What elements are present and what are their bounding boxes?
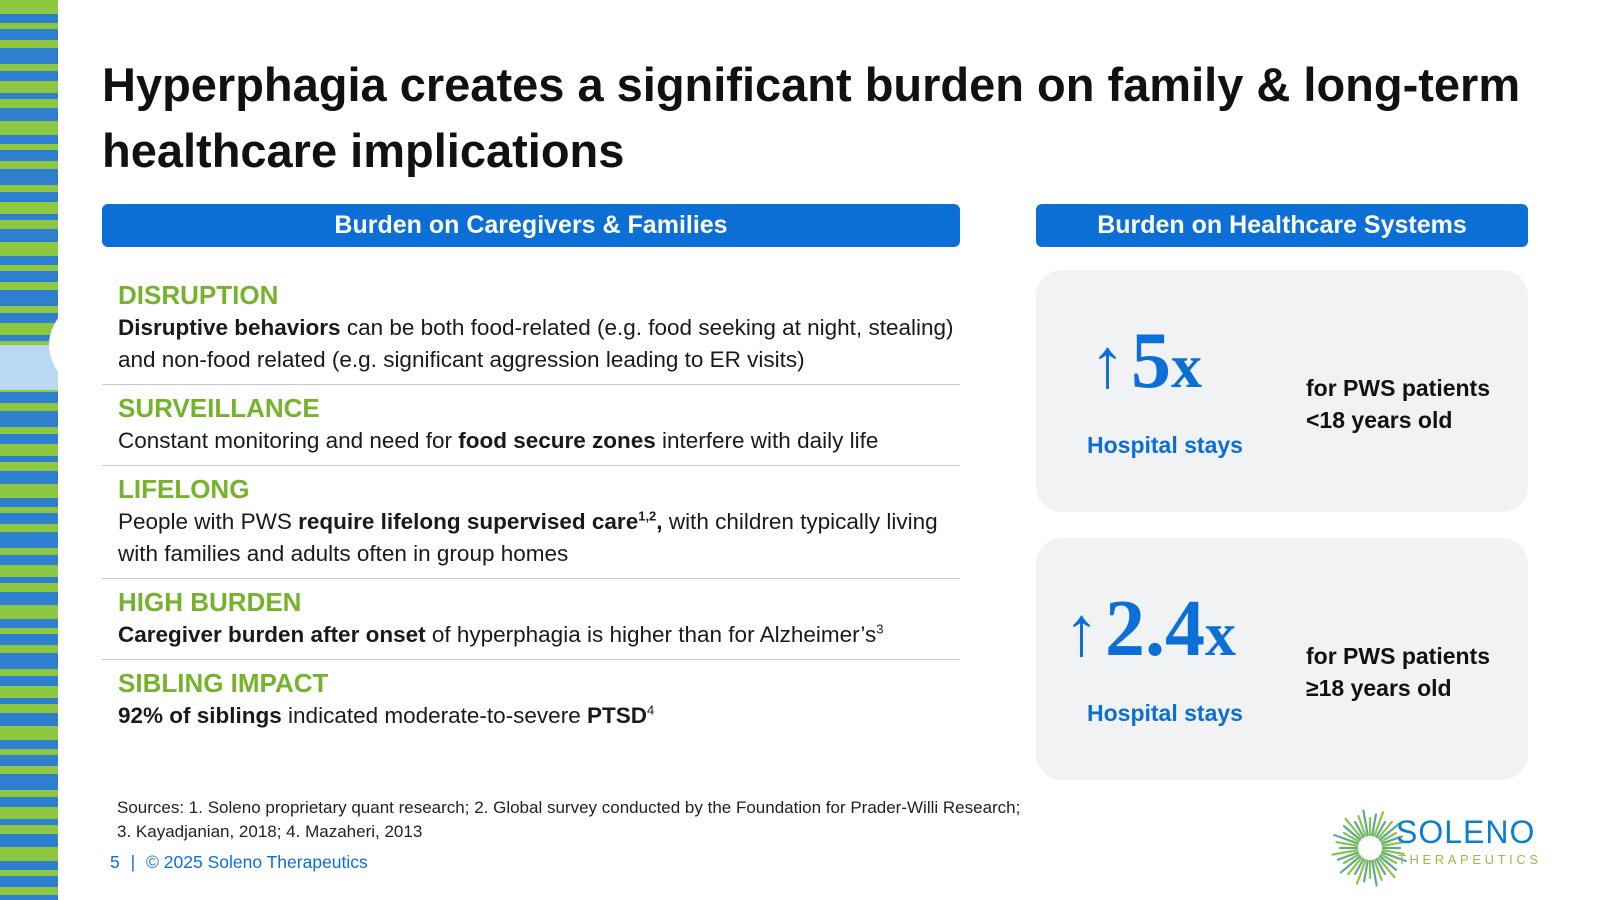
burden-list: DISRUPTION Disruptive behaviors can be b… xyxy=(102,272,960,740)
soleno-logo: SOLENO THERAPEUTICS xyxy=(1330,808,1538,892)
item-heading: HIGH BURDEN xyxy=(118,587,302,617)
copyright: © 2025 Soleno Therapeutics xyxy=(146,852,368,872)
stat-desc-line: for PWS patients xyxy=(1306,643,1491,669)
stat-label: Hospital stays xyxy=(1087,700,1243,726)
item-text: Constant monitoring and need for food se… xyxy=(118,425,960,457)
slide-title: Hyperphagia creates a significant burden… xyxy=(102,58,1521,177)
stat-suffix: x xyxy=(1205,601,1236,669)
sources-note: Sources: 1. Soleno proprietary quant res… xyxy=(117,796,1167,844)
text-run: 1,2 xyxy=(638,508,657,524)
item-heading: SIBLING IMPACT xyxy=(118,668,329,698)
stat-desc-line: ≥18 years old xyxy=(1306,675,1452,701)
stat-value: ↑5x xyxy=(1090,316,1202,412)
slide-footer: 5 | © 2025 Soleno Therapeutics xyxy=(110,852,368,873)
text-run: food secure zones xyxy=(458,428,656,453)
text-run: Constant monitoring and need for xyxy=(118,428,459,453)
text-run: 3 xyxy=(876,621,884,637)
text-run: Disruptive behaviors xyxy=(118,315,341,340)
logo-name: SOLENO xyxy=(1396,814,1536,850)
list-item: LIFELONG People with PWS require lifelon… xyxy=(102,466,960,579)
healthcare-header: Burden on Healthcare Systems xyxy=(1036,204,1528,247)
text-run: 92% of siblings xyxy=(118,703,282,728)
stat-number: 2.4 xyxy=(1105,585,1205,673)
sources-line: Sources: 1. Soleno proprietary quant res… xyxy=(117,798,1021,817)
text-run: require lifelong supervised care xyxy=(298,509,639,534)
item-heading: DISRUPTION xyxy=(118,280,279,310)
page-number: 5 xyxy=(110,852,120,872)
stat-value: ↑2.4x xyxy=(1064,584,1236,680)
item-heading: LIFELONG xyxy=(118,474,250,504)
item-text: People with PWS require lifelong supervi… xyxy=(118,506,960,570)
text-run: 4 xyxy=(646,702,655,718)
stat-desc-line: <18 years old xyxy=(1306,407,1453,433)
text-run: Caregiver burden after onset xyxy=(118,622,426,647)
list-item: HIGH BURDEN Caregiver burden after onset… xyxy=(102,579,960,660)
text-run: PTSD xyxy=(586,703,647,728)
caregivers-header: Burden on Caregivers & Families xyxy=(102,204,960,247)
item-text: 92% of siblings indicated moderate-to-se… xyxy=(118,700,960,732)
text-run: indicated moderate-to-severe xyxy=(281,703,587,728)
item-text: Caregiver burden after onset of hyperpha… xyxy=(118,619,960,651)
list-item: SIBLING IMPACT 92% of siblings indicated… xyxy=(102,660,960,740)
text-run: , xyxy=(656,509,663,534)
stat-number: 5 xyxy=(1131,317,1171,405)
stat-card-18-plus: ↑2.4x Hospital stays for PWS patients ≥1… xyxy=(1036,538,1528,780)
list-item: SURVEILLANCE Constant monitoring and nee… xyxy=(102,385,960,466)
stat-label: Hospital stays xyxy=(1087,432,1243,458)
chromosome-strip-decoration xyxy=(0,0,58,900)
text-run: interfere with daily life xyxy=(655,428,879,453)
text-run: with children typically living with fami… xyxy=(118,509,938,566)
stat-suffix: x xyxy=(1171,333,1202,401)
stat-description: for PWS patients <18 years old xyxy=(1306,372,1516,436)
up-arrow-icon: ↑ xyxy=(1090,326,1125,403)
text-run: of hyperphagia is higher than for Alzhei… xyxy=(425,622,877,647)
stat-description: for PWS patients ≥18 years old xyxy=(1306,640,1516,704)
text-run: can be both food-related (e.g. food seek… xyxy=(118,315,954,372)
item-text: Disruptive behaviors can be both food-re… xyxy=(118,312,960,376)
logo-subtitle: THERAPEUTICS xyxy=(1398,852,1542,867)
footer-separator: | xyxy=(130,852,136,872)
up-arrow-icon: ↑ xyxy=(1064,594,1099,671)
stat-card-under-18: ↑5x Hospital stays for PWS patients <18 … xyxy=(1036,270,1528,512)
sources-line: 3. Kayadjanian, 2018; 4. Mazaheri, 2013 xyxy=(117,822,423,841)
sunburst-logo-icon xyxy=(1331,809,1409,887)
text-run: People with PWS xyxy=(118,509,299,534)
item-heading: SURVEILLANCE xyxy=(118,393,320,423)
list-item: DISRUPTION Disruptive behaviors can be b… xyxy=(102,272,960,385)
stat-desc-line: for PWS patients xyxy=(1306,375,1491,401)
